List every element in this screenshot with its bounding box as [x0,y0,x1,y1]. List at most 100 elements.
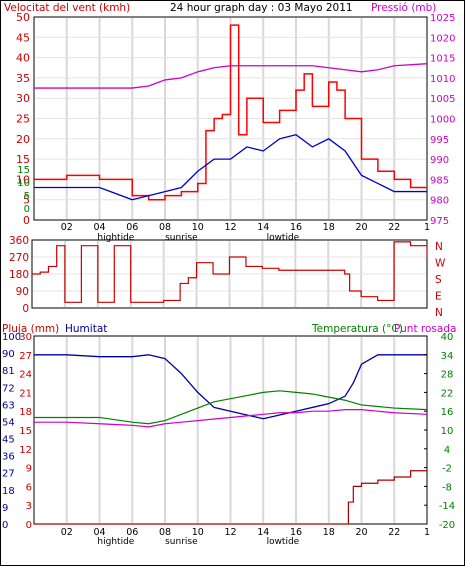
event-label-hightide: hightide [97,233,134,243]
tick-label-compass: S [435,274,442,286]
tick-label-humidity: 0 [2,520,8,531]
tick-label-wind: 30 [16,92,30,105]
series-wind-speed [34,24,427,201]
tick-label-wind: 10 [16,173,30,186]
tick-label-pressure: 995 [430,135,449,146]
pressure-title: Pressió (mb) [371,2,436,14]
series-rain [34,470,427,525]
tick-label-temp: -20 [439,520,455,531]
tick-label-direction: 180 [9,269,29,281]
tick-label-pressure: 1025 [430,13,455,24]
series-dewpoint [34,409,428,428]
tick-label-pressure: 985 [430,175,449,186]
x-tick-label: 02 [61,527,73,538]
tick-label-temp: 4 [444,445,450,456]
tick-label-rain: 0 [26,520,32,531]
x-tick-label: 12 [224,222,236,233]
humidity-title: Humitat [65,323,107,335]
tick-label-green: 0 [24,204,30,215]
dewpoint-title: Punt rosada [394,323,456,335]
tick-label-wind: 5 [23,194,30,207]
tick-label-pressure: 980 [430,196,449,207]
tick-label-rain: 15 [19,426,32,437]
tick-label-pressure: 1020 [430,33,455,44]
tick-label-rain: 30 [19,332,32,343]
tick-label-temp: 40 [441,332,454,343]
tick-label-direction: 270 [9,252,29,264]
tick-label-temp: 28 [441,370,454,381]
rain-title: Pluja (mm) [2,323,59,335]
x-tick-label: 22 [388,527,400,538]
series-wind-direction [32,241,428,303]
x-tick-label: 14 [257,222,269,233]
tick-label-rain: 24 [19,370,32,381]
tick-label-humidity: 54 [2,417,15,428]
tick-label-compass: W [435,258,446,270]
x-tick-label: 10 [192,222,204,233]
tick-label-humidity: 90 [2,349,15,360]
tick-label-wind: 15 [16,153,30,166]
tick-label-temp: 10 [441,426,454,437]
tick-label-pressure: 990 [430,155,449,166]
tick-label-temp: 16 [441,407,454,418]
tick-label-pressure: 1005 [430,94,455,105]
tick-label-pressure: 1000 [430,115,455,126]
tick-label-temp: 22 [441,388,454,399]
tick-label-green: 5 [24,191,30,202]
tick-label-green: 10 [17,178,30,189]
x-tick-label: 08 [159,222,171,233]
tick-label-rain: 9 [26,464,32,475]
series-humidity [34,354,427,420]
tick-label-humidity: 18 [2,486,15,497]
tick-label-rain: 18 [19,407,32,418]
x-tick-label: 18 [323,527,335,538]
x-tick-label: 12 [224,527,236,538]
event-label-sunrise: sunrise [165,233,198,243]
series-temperature [34,390,428,425]
x-tick-label: 14 [257,527,269,538]
tick-label-humidity: 63 [2,400,15,411]
tick-label-rain: 21 [19,388,32,399]
event-label-lowtide: lowtide [267,233,300,243]
tick-label-temp: -14 [439,501,455,512]
tick-label-wind: 35 [16,72,30,85]
tick-label-rain: 3 [26,501,32,512]
x-tick-label: 1 [424,222,430,233]
tick-label-wind: 20 [16,133,30,146]
tick-label-humidity: 100 [2,332,21,343]
event-label-lowtide: lowtide [267,537,300,547]
tick-label-wind: 50 [16,11,30,24]
tick-label-temp: 34 [441,351,454,362]
tick-label-wind: 40 [16,52,30,65]
x-tick-label: 04 [93,222,105,233]
tick-label-rain: 27 [19,351,32,362]
event-label-hightide: hightide [97,537,134,547]
graph-title: 24 hour graph day : 03 Mayo 2011 [170,2,353,14]
tick-label-humidity: 81 [2,366,15,377]
tick-label-temp: -2 [442,464,452,475]
tick-label-humidity: 9 [2,503,8,514]
event-label-sunrise: sunrise [165,537,198,547]
x-tick-label: 08 [159,527,171,538]
tick-label-rain: 12 [19,445,32,456]
tick-label-wind: 25 [16,113,30,126]
x-tick-label: 10 [192,527,204,538]
tick-label-pressure: 1015 [430,54,455,65]
x-tick-label: 20 [355,222,367,233]
tick-label-compass: E [435,291,442,303]
tick-label-humidity: 36 [2,452,15,463]
tick-label-wind: 45 [16,31,30,44]
tick-label-direction: 0 [22,303,29,315]
x-tick-label: 16 [290,222,302,233]
tick-label-wind: 0 [23,214,30,227]
tick-label-compass: N [435,241,443,253]
tick-label-pressure: 1010 [430,74,455,85]
tick-label-temp: -8 [442,482,452,493]
tick-label-direction: 360 [9,235,29,247]
x-tick-label: 16 [290,527,302,538]
x-tick-label: 18 [323,222,335,233]
tick-label-direction: 90 [16,286,29,298]
tick-label-humidity: 72 [2,383,15,394]
x-tick-label: 06 [126,527,138,538]
